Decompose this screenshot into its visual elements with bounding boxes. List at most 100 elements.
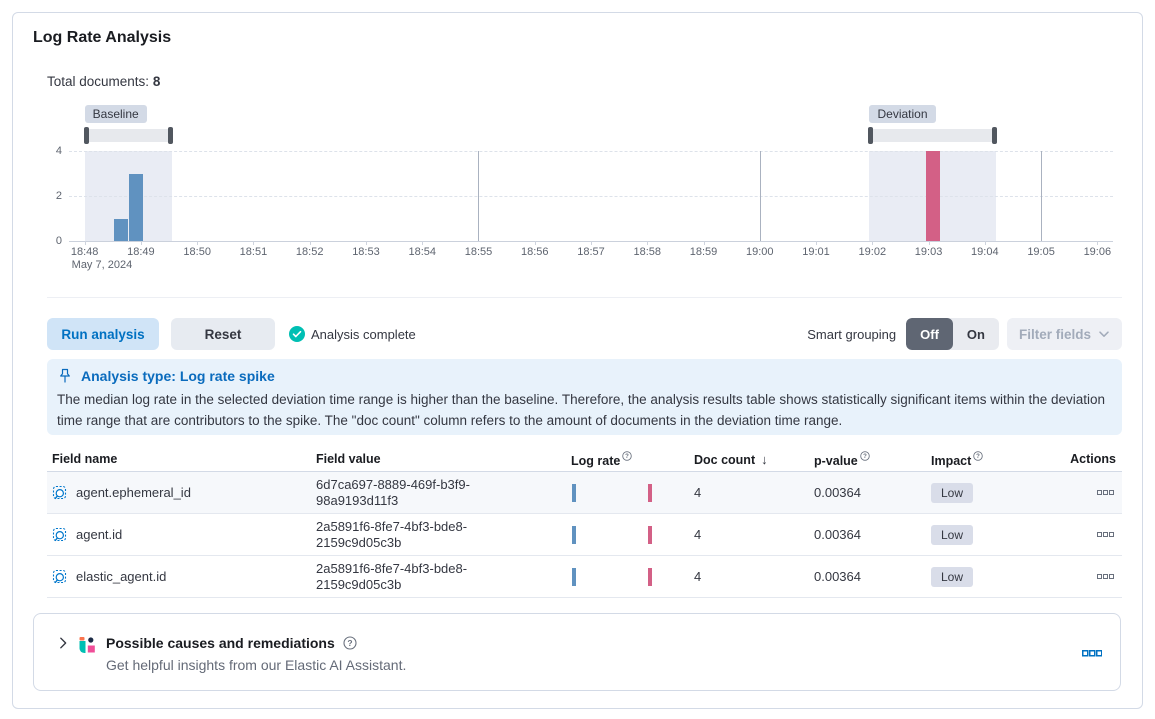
filter-fields-button[interactable]: Filter fields [1006, 318, 1122, 350]
total-documents: Total documents: 8 [47, 74, 160, 89]
filter-field-icon[interactable] [52, 569, 68, 585]
filter-field-icon[interactable] [52, 527, 68, 543]
total-documents-value: 8 [152, 74, 161, 89]
baseline-bar [128, 173, 143, 241]
x-tick-mark [647, 241, 649, 245]
deviation-spark-bar [648, 483, 652, 502]
field-value: 2a5891f6-8fe7-4bf3-bde8-2159c9d05c3b [316, 518, 468, 550]
row-actions-button[interactable] [1095, 525, 1116, 544]
x-tick-label: 19:02 [858, 246, 887, 258]
analysis-type-callout: Analysis type: Log rate spike The median… [47, 359, 1122, 435]
x-tick-mark [928, 241, 930, 245]
baseline-spark-bar [572, 525, 576, 544]
filter-fields-label: Filter fields [1018, 326, 1091, 342]
panel-actions-button[interactable] [1080, 644, 1104, 663]
toolbar: Run analysis Reset Analysis complete Sma… [47, 318, 1122, 350]
check-in-circle-icon [289, 326, 305, 342]
question-circle-icon[interactable]: ? [622, 450, 633, 461]
deviation-badge: Deviation [869, 105, 936, 123]
x-tick-mark [140, 241, 142, 245]
x-tick-mark [872, 241, 874, 245]
x-tick-label: 19:06 [1083, 246, 1112, 258]
boxes-horizontal-icon [1082, 650, 1103, 657]
table-row: agent.id 2a5891f6-8fe7-4bf3-bde8-2159c9d… [47, 514, 1122, 556]
row-actions-button[interactable] [1095, 567, 1116, 586]
divider [47, 297, 1122, 298]
x-tick-label: 18:55 [464, 246, 493, 258]
x-tick-mark [816, 241, 818, 245]
baseline-brush-handle[interactable] [167, 127, 173, 144]
smart-grouping-toggle: Off On [906, 318, 999, 350]
col-impact: Impact? [931, 450, 1031, 468]
log-rate-sparkline [571, 483, 661, 503]
major-gridline [478, 151, 480, 241]
col-field-value: Field value [316, 452, 381, 466]
table-row: elastic_agent.id 2a5891f6-8fe7-4bf3-bde8… [47, 556, 1122, 598]
expand-accordion-button[interactable] [56, 636, 70, 653]
baseline-brush[interactable] [83, 127, 173, 144]
x-tick-label: 19:00 [746, 246, 774, 258]
chart-brushes [69, 127, 1113, 144]
pin-icon [60, 368, 70, 383]
ai-assistant-icon [79, 637, 95, 653]
col-p-value: p-value? [814, 450, 931, 468]
gridline-4 [69, 151, 1113, 152]
svg-text:?: ? [347, 638, 352, 648]
x-axis-date-label: May 7, 2024 [71, 259, 133, 271]
x-tick-label: 18:50 [183, 246, 211, 258]
impact-badge: Low [931, 566, 974, 587]
log-rate-sparkline [571, 567, 661, 587]
smart-grouping-off-button[interactable]: Off [906, 318, 953, 350]
deviation-brush-handle[interactable] [992, 127, 998, 144]
chevron-right-icon [60, 637, 67, 649]
y-tick-label: 4 [55, 145, 62, 157]
x-tick-label: 18:57 [577, 246, 605, 258]
deviation-bar [925, 151, 940, 241]
baseline-spark-bar [572, 483, 576, 502]
filter-field-icon[interactable] [52, 485, 68, 501]
field-name: elastic_agent.id [76, 569, 167, 584]
col-field-name: Field name [52, 452, 118, 466]
deviation-brush[interactable] [868, 127, 998, 144]
page-title: Log Rate Analysis [33, 29, 172, 46]
x-tick-mark [197, 241, 199, 245]
x-tick-label: 18:48 [70, 246, 99, 258]
svg-text:?: ? [976, 454, 980, 460]
total-documents-label: Total documents: [47, 74, 150, 89]
possible-causes-title-row[interactable]: Possible causes and remediations ? [106, 635, 357, 651]
baseline-spark-bar [572, 567, 576, 586]
row-actions-button[interactable] [1095, 483, 1116, 502]
col-log-rate: Log rate? [571, 450, 694, 468]
deviation-brush-handle[interactable] [868, 127, 874, 144]
x-tick-mark [591, 241, 592, 245]
baseline-brush-handle[interactable] [83, 127, 89, 144]
table-row: agent.ephemeral_id 6d7ca697-8889-469f-b3… [47, 472, 1122, 514]
run-analysis-button[interactable]: Run analysis [47, 318, 159, 350]
x-tick-mark [534, 241, 536, 245]
sort-desc-icon: ↓ [761, 451, 768, 467]
question-circle-icon[interactable]: ? [973, 450, 984, 461]
doc-count: 4 [694, 485, 702, 500]
smart-grouping-label: Smart grouping [807, 326, 897, 342]
x-tick-label: 19:05 [1027, 246, 1055, 258]
question-circle-icon[interactable]: ? [860, 450, 870, 461]
reset-button[interactable]: Reset [171, 318, 275, 350]
x-tick-label: 18:49 [127, 246, 155, 258]
possible-causes-panel: Possible causes and remediations ? Get h… [33, 613, 1121, 691]
callout-body: The median log rate in the selected devi… [57, 392, 1106, 428]
results-table: Field name Field value Log rate? Doc cou… [47, 447, 1122, 598]
field-value: 2a5891f6-8fe7-4bf3-bde8-2159c9d05c3b [316, 560, 468, 592]
chart-range-badges: Baseline Deviation [69, 105, 1113, 123]
question-circle-icon[interactable]: ? [343, 636, 357, 650]
impact-badge: Low [931, 524, 974, 545]
x-tick-mark [1097, 241, 1099, 245]
smart-grouping-on-button[interactable]: On [953, 318, 999, 350]
field-value: 6d7ca697-8889-469f-b3f9-98a9193d11f3 [316, 476, 470, 508]
x-tick-label: 19:03 [914, 246, 943, 258]
chevron-down-icon [1099, 331, 1109, 337]
x-tick-mark [84, 241, 86, 245]
col-doc-count[interactable]: Doc count ↓ [694, 451, 768, 467]
col-actions: Actions [1070, 452, 1116, 466]
x-tick-label: 18:54 [408, 246, 436, 258]
